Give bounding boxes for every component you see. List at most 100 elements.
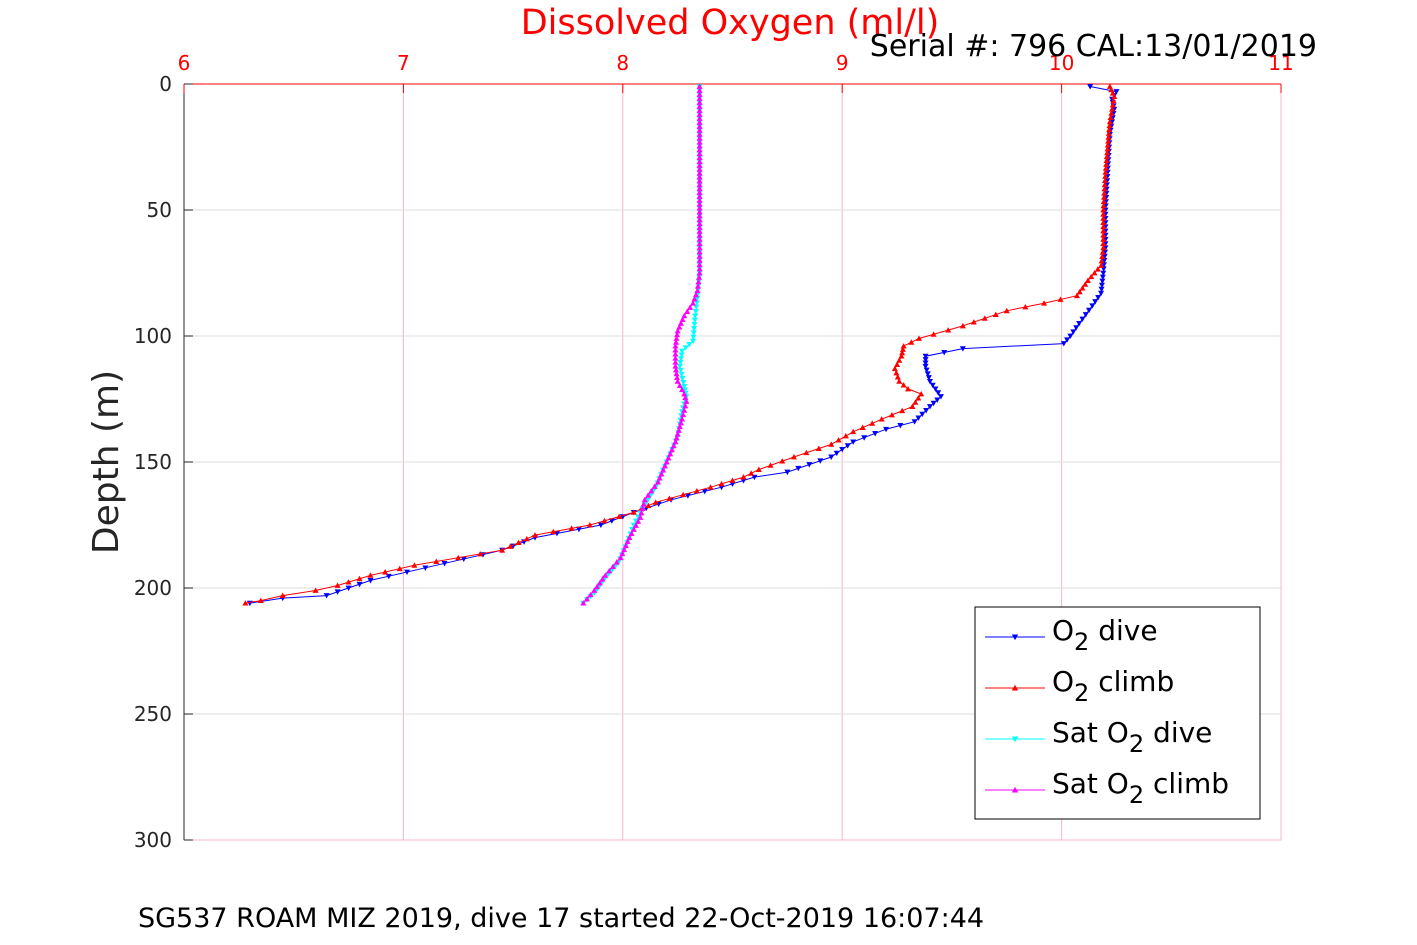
data-point [905, 385, 912, 392]
data-point [680, 491, 687, 498]
data-point [859, 424, 866, 430]
data-point [888, 411, 895, 418]
data-point [532, 532, 539, 538]
data-point [312, 587, 319, 593]
data-point [981, 315, 988, 321]
y-tick-label: 300 [134, 828, 172, 852]
data-point [869, 420, 876, 426]
data-point [696, 181, 703, 188]
data-point [676, 363, 683, 370]
data-point [477, 550, 484, 557]
data-point [645, 502, 652, 509]
data-point [755, 466, 762, 472]
data-point [672, 438, 679, 445]
data-point [411, 562, 418, 568]
data-point [729, 477, 736, 483]
data-point [894, 374, 901, 380]
data-point [696, 91, 703, 97]
data-point [740, 474, 747, 480]
data-point [696, 123, 703, 129]
data-point [690, 334, 697, 340]
data-point [696, 236, 703, 242]
data-point [553, 531, 560, 537]
data-point [1105, 130, 1112, 136]
data-point [1111, 93, 1118, 99]
x-tick-label: 6 [178, 51, 191, 75]
data-point [617, 554, 624, 561]
data-point [651, 483, 658, 489]
data-point [1099, 278, 1106, 285]
data-point [676, 382, 683, 388]
y-tick-label: 150 [134, 450, 172, 474]
data-point [696, 257, 703, 263]
data-point [696, 265, 703, 272]
data-point [790, 453, 797, 460]
data-point [1104, 149, 1111, 156]
data-point [718, 480, 725, 487]
data-point [899, 349, 906, 356]
chart-title: Dissolved Oxygen (ml/l) [521, 3, 940, 43]
data-point [648, 487, 655, 494]
data-point [523, 535, 530, 542]
data-point [748, 470, 755, 476]
data-point [1101, 194, 1108, 200]
data-point [257, 597, 264, 603]
data-point [638, 510, 645, 516]
data-point [1076, 288, 1083, 295]
data-point [815, 445, 822, 451]
data-point [908, 339, 915, 345]
data-point [602, 572, 609, 578]
legend-swatch-marker [1011, 634, 1019, 641]
data-point [899, 407, 906, 414]
data-point [1091, 270, 1098, 276]
data-point [515, 539, 522, 546]
data-point [507, 543, 514, 549]
y-tick-label: 100 [134, 324, 172, 348]
data-point [803, 449, 810, 456]
data-point [367, 572, 374, 578]
data-point [696, 205, 703, 211]
data-point [696, 119, 703, 125]
data-point [694, 287, 701, 294]
data-point [842, 432, 849, 439]
data-point [926, 404, 933, 410]
data-point [696, 240, 703, 246]
data-point [674, 431, 681, 437]
data-point [673, 339, 680, 345]
data-point [850, 439, 857, 445]
data-point [911, 419, 918, 425]
data-point [673, 370, 680, 377]
data-point [640, 501, 647, 507]
data-point [912, 399, 919, 405]
data-point [926, 378, 933, 385]
data-point [1107, 114, 1114, 120]
data-point [679, 375, 686, 382]
data-point [690, 330, 697, 336]
data-point [878, 416, 885, 422]
data-point [673, 435, 680, 441]
x-tick-label: 10 [1049, 51, 1074, 75]
data-point [696, 127, 703, 133]
data-point [641, 496, 648, 503]
data-point [652, 499, 659, 505]
data-point [932, 386, 939, 392]
data-point [696, 185, 703, 192]
data-point [334, 582, 341, 588]
data-point [681, 390, 688, 397]
data-point [1100, 215, 1107, 221]
data-point [896, 378, 903, 384]
data-point [385, 573, 392, 580]
data-point [680, 411, 687, 418]
data-point [696, 154, 703, 161]
data-point [1100, 219, 1107, 225]
data-point [635, 518, 642, 524]
data-point [696, 208, 703, 215]
x-tick-label: 8 [616, 51, 629, 75]
data-point [1100, 244, 1107, 251]
data-point [670, 442, 677, 449]
data-point [1095, 294, 1102, 301]
data-point [356, 581, 363, 588]
data-point [654, 479, 661, 485]
data-point [597, 522, 604, 528]
data-point [672, 343, 679, 349]
